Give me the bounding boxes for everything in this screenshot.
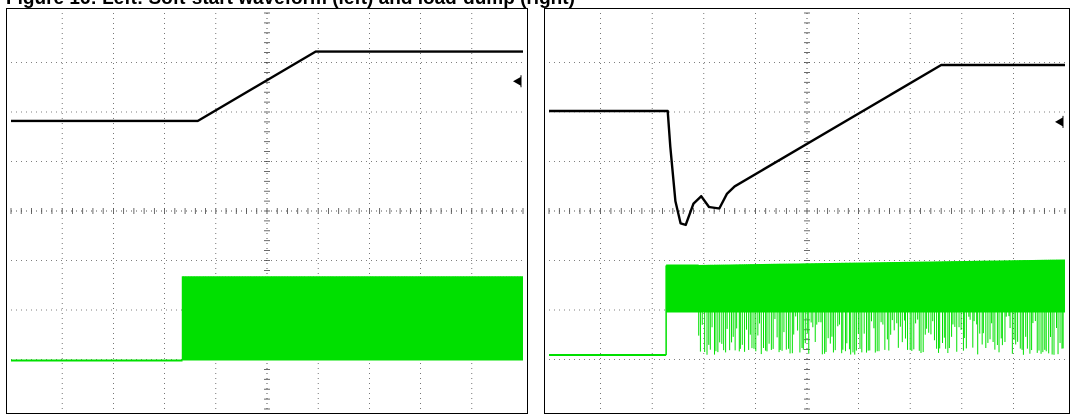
scope-screen-right: [545, 9, 1069, 413]
scope-panel-right: [544, 8, 1070, 414]
trace-black: [11, 50, 523, 123]
channel-marker-icon: [512, 75, 522, 88]
trace-green-body: [182, 276, 523, 344]
figure-caption: Figure 16: Left: Soft-start waveform (le…: [6, 0, 1078, 9]
trace-green: [549, 259, 1065, 357]
graticule: [548, 12, 1066, 410]
scope-screen-left: [7, 9, 527, 413]
channel-marker-icon: [1054, 115, 1064, 128]
scope-panel-left: [6, 8, 528, 414]
trace-black: [549, 63, 1065, 227]
trace-green: [11, 276, 523, 362]
